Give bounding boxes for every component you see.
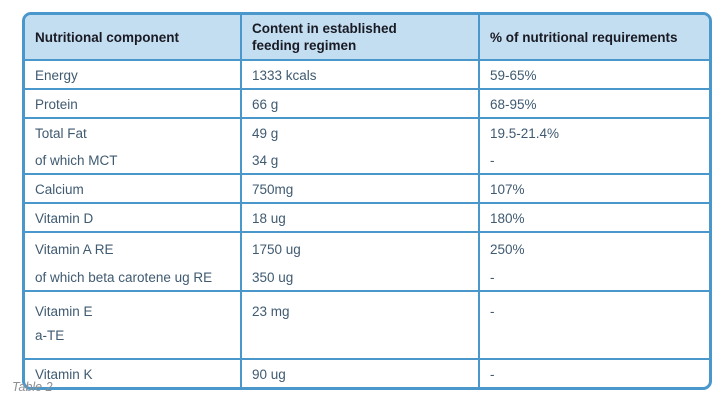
cell-line: 250%	[490, 242, 525, 257]
cell-line: -	[490, 304, 495, 319]
cell-component: Calcium	[25, 173, 242, 204]
table-row: Calcium 750mg 107%	[25, 173, 709, 204]
nutrition-table: Nutritional component Content in establi…	[22, 12, 712, 390]
table-row: Vitamin K 90 ug -	[25, 358, 709, 387]
cell-line: a-TE	[35, 328, 65, 343]
cell-percent: 180%	[478, 202, 709, 233]
column-header-percent-requirements: % of nutritional requirements	[478, 15, 709, 61]
cell-component: Vitamin D	[25, 202, 242, 233]
cell-component: Vitamin K	[25, 358, 242, 387]
cell-line: 59-65%	[490, 68, 537, 83]
cell-line: Vitamin E	[35, 304, 93, 319]
table-row: Vitamin D 18 ug 180%	[25, 202, 709, 233]
cell-percent: 250% -	[478, 231, 709, 292]
cell-percent: -	[478, 358, 709, 387]
cell-line: 1750 ug	[252, 242, 301, 257]
cell-line: 180%	[490, 211, 525, 226]
cell-line: 19.5-21.4%	[490, 126, 560, 141]
column-header-nutritional-component: Nutritional component	[25, 15, 242, 61]
nutrition-table-grid: Nutritional component Content in establi…	[25, 15, 709, 387]
cell-line: Vitamin A RE	[35, 242, 114, 257]
table-row: Vitamin E a-TE 23 mg -	[25, 290, 709, 360]
table-row: Vitamin A RE of which beta carotene ug RE…	[25, 231, 709, 292]
cell-line: -	[490, 270, 495, 285]
table-caption: Table 2	[12, 380, 53, 394]
cell-component: Total Fat of which MCT	[25, 117, 242, 175]
cell-line: 90 ug	[252, 367, 286, 382]
cell-component: Vitamin A RE of which beta carotene ug RE	[25, 231, 242, 292]
cell-line: Protein	[35, 97, 78, 112]
cell-line: Vitamin D	[35, 211, 94, 226]
cell-component: Protein	[25, 88, 242, 119]
cell-line: 68-95%	[490, 97, 537, 112]
cell-line: 34 g	[252, 153, 279, 168]
cell-component: Energy	[25, 59, 242, 90]
table-row: Total Fat of which MCT 49 g 34 g 19.5-21.4…	[25, 117, 709, 175]
cell-line: Vitamin K	[35, 367, 93, 382]
cell-content: 750mg	[240, 173, 480, 204]
cell-component: Vitamin E a-TE	[25, 290, 242, 360]
cell-line: 49 g	[252, 126, 279, 141]
column-header-content: Content in established feeding regimen	[240, 15, 480, 61]
cell-line: Calcium	[35, 182, 84, 197]
cell-line: 23 mg	[252, 304, 290, 319]
cell-line: of which MCT	[35, 153, 118, 168]
cell-line: -	[490, 153, 495, 168]
cell-content: 1750 ug 350 ug	[240, 231, 480, 292]
cell-line: 350 ug	[252, 270, 294, 285]
cell-line: of which beta carotene ug RE	[35, 270, 213, 285]
cell-line: 107%	[490, 182, 525, 197]
cell-line: -	[490, 367, 495, 382]
cell-line: 66 g	[252, 97, 279, 112]
table-header-row: Nutritional component Content in establi…	[25, 15, 709, 61]
cell-content: 49 g 34 g	[240, 117, 480, 175]
cell-percent: 19.5-21.4% -	[478, 117, 709, 175]
cell-line: 750mg	[252, 182, 294, 197]
table-row: Protein 66 g 68-95%	[25, 88, 709, 119]
cell-line: 18 ug	[252, 211, 286, 226]
cell-line: Total Fat	[35, 126, 87, 141]
cell-percent: 107%	[478, 173, 709, 204]
table-row: Energy 1333 kcals 59-65%	[25, 59, 709, 90]
cell-line: Energy	[35, 68, 78, 83]
cell-content: 1333 kcals	[240, 59, 480, 90]
cell-content: 23 mg	[240, 290, 480, 360]
cell-percent: -	[478, 290, 709, 360]
cell-line: 1333 kcals	[252, 68, 317, 83]
cell-content: 66 g	[240, 88, 480, 119]
cell-content: 90 ug	[240, 358, 480, 387]
cell-percent: 59-65%	[478, 59, 709, 90]
cell-percent: 68-95%	[478, 88, 709, 119]
cell-content: 18 ug	[240, 202, 480, 233]
